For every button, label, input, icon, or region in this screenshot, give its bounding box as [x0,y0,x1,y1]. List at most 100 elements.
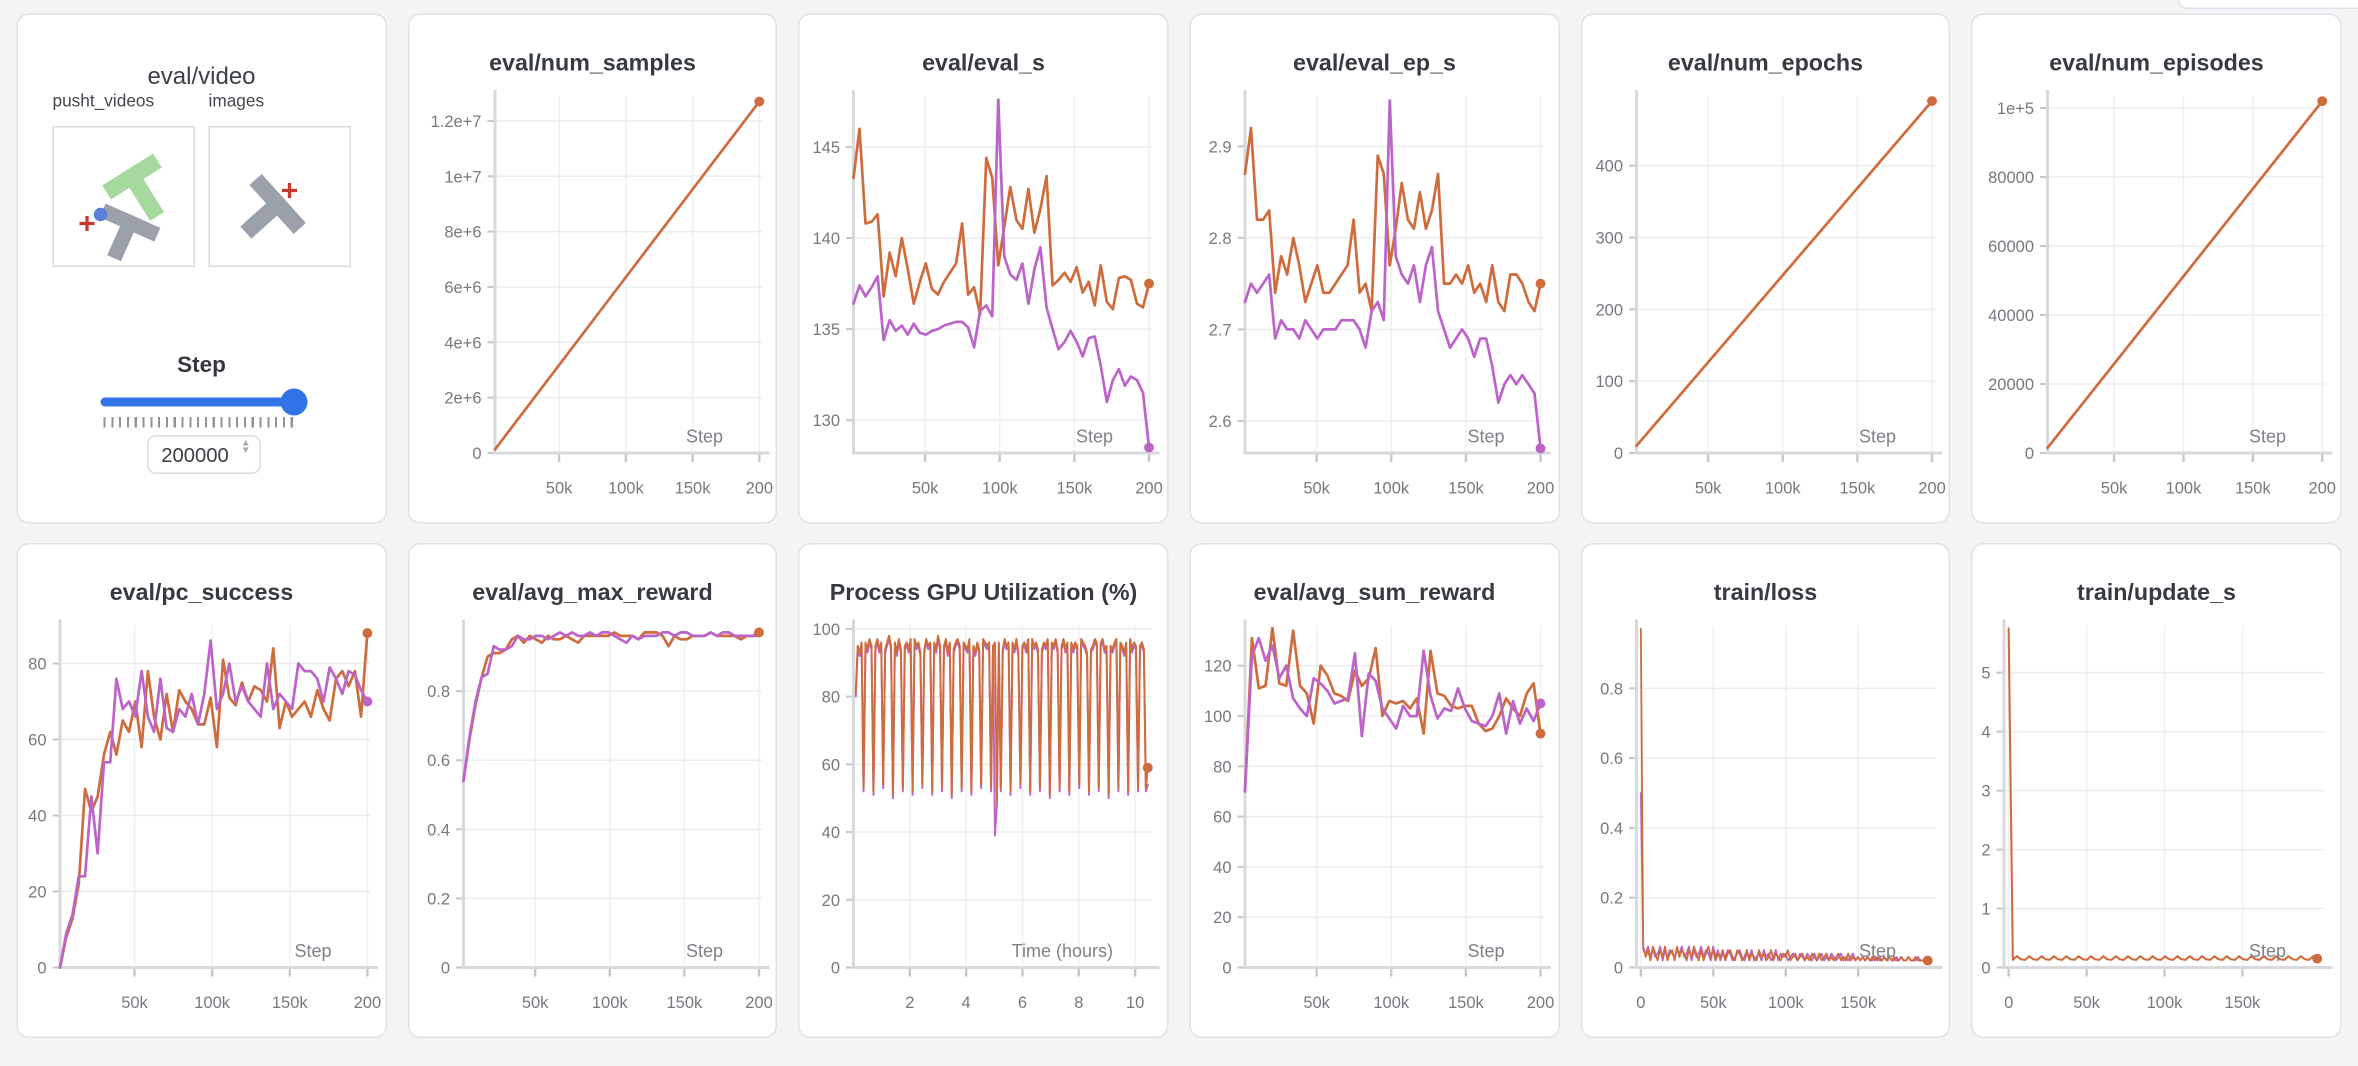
svg-text:10: 10 [1126,994,1144,1012]
images-caption: images [208,93,265,111]
svg-text:100k: 100k [194,994,231,1012]
svg-text:50k: 50k [2074,994,2101,1012]
series-line-orange [852,127,1151,316]
chart-panel-eval-eval-ep-s[interactable]: eval/eval_ep_s 50k 100k 150k 200 2.6 2.7 2.8 2.9… [1189,13,1560,524]
svg-text:100k: 100k [591,994,628,1012]
x-axis-label: Step [1858,941,1895,961]
chart-title: train/update_s [2077,580,2236,607]
series-end-dot-purple [1144,442,1155,453]
svg-text:100: 100 [1204,708,1232,726]
svg-text:2.9: 2.9 [1209,138,1232,156]
chart-panel-eval-num-epochs[interactable]: eval/num_epochs 50k 100k 150k 200 0 100 200 300 4… [1580,13,1951,524]
chart-panel-train-loss[interactable]: train/loss 0 50k 100k 150k 0 0.2 0.4 0.6 0.8 Step [1580,543,1951,1038]
chart-panel-eval-avg-max-reward[interactable]: eval/avg_max_reward 50k 100k 150k 200 0 0.2 0.4… [407,543,778,1038]
svg-text:100k: 100k [1767,994,1804,1012]
chart-plot-train-update-s: 0 50k 100k 150k 0 1 2 3 4 5 Step [1982,619,2333,1012]
series-end-dot-orange [2317,96,2328,107]
panel-grid: eval/video pusht_videos images [16,13,2342,1038]
step-input[interactable] [147,435,261,474]
chart-title: eval/eval_ep_s [1293,51,1456,77]
svg-text:50k: 50k [1699,994,1726,1012]
svg-text:40: 40 [822,824,840,842]
svg-text:150k: 150k [666,994,703,1012]
slider-knob[interactable] [280,388,308,416]
slider-track[interactable] [100,397,302,407]
chart-plot-eval-num-episodes: 50k 100k 150k 200 0 20000 40000 60000 80000 1e+5 S… [1989,90,2337,498]
svg-text:0.4: 0.4 [1600,820,1623,838]
series-line-purple [461,631,760,783]
svg-text:200: 200 [1918,480,1946,498]
svg-text:150k: 150k [272,994,309,1012]
svg-text:200: 200 [2309,480,2337,498]
chart-plot-eval-num-epochs: 50k 100k 150k 200 0 100 200 300 400 Step [1595,90,1946,498]
svg-text:2: 2 [1982,842,1991,860]
svg-text:40: 40 [1213,859,1231,877]
chart-plot-train-loss: 0 50k 100k 150k 0 0.2 0.4 0.6 0.8 Step [1600,619,1942,1012]
series-end-dot-orange [362,628,373,639]
series-end-dot-orange [1143,762,1154,773]
svg-text:2.8: 2.8 [1209,230,1232,248]
series-end-dot-purple [1535,443,1546,454]
svg-text:0: 0 [831,960,840,978]
svg-text:2.6: 2.6 [1209,413,1232,431]
chart-plot-eval-avg-sum-reward: 50k 100k 150k 200 0 20 40 60 80 100 120 Step [1204,619,1555,1012]
svg-text:4: 4 [1982,724,1991,742]
x-axis-label: Step [2249,427,2286,447]
chart-title: eval/num_episodes [2049,51,2264,77]
svg-text:80: 80 [822,689,840,707]
series-line-orange [1634,99,1933,448]
series-line-orange [1243,126,1542,313]
chart-panel-train-update-s[interactable]: train/update_s 0 50k 100k 150k 0 1 2 3 4 5 Step [1971,543,2342,1038]
series-line-orange [461,631,760,783]
svg-text:135: 135 [813,321,841,339]
svg-text:200: 200 [1527,994,1555,1012]
svg-text:6e+6: 6e+6 [444,279,481,297]
svg-text:3: 3 [1982,783,1991,801]
chart-panel-eval-pc-success[interactable]: eval/pc_success 50k 100k 150k 200 0 20 40 60 80 St… [16,543,387,1038]
chart-panel-process-gpu-utilization[interactable]: Process GPU Utilization (%) 2 4 6 8 10 0 20 40 60… [798,543,1169,1038]
chart-title: eval/num_samples [489,51,696,77]
chart-panel-eval-avg-sum-reward[interactable]: eval/avg_sum_reward 50k 100k 150k 200 0 20 40 60… [1189,543,1560,1038]
svg-text:0: 0 [472,445,481,463]
chart-panel-eval-num-episodes[interactable]: eval/num_episodes 50k 100k 150k 200 0 20000 400… [1971,13,2342,524]
svg-text:0.2: 0.2 [427,890,450,908]
svg-text:80000: 80000 [1989,169,2035,187]
chart-panel-eval-num-samples[interactable]: eval/num_samples 50k 100k 150k 200 0 2e+6 4e+6 6… [407,13,778,524]
chart-plot-eval-pc-success: 50k 100k 150k 200 0 20 40 60 80 Step [28,619,381,1012]
chart-panel-eval-eval-s[interactable]: eval/eval_s 50k 100k 150k 200 130 135 140 145 Ste… [798,13,1169,524]
chart-plot-eval-num-samples: 50k 100k 150k 200 0 2e+6 4e+6 6e+6 8e+6 1e+7 1.2e+… [430,90,773,498]
svg-text:50k: 50k [1303,480,1330,498]
series-line-orange [2046,99,2325,450]
series-line-orange [1639,628,1929,965]
svg-text:0.6: 0.6 [1600,750,1623,768]
svg-text:1.2e+7: 1.2e+7 [430,113,481,131]
x-axis-label: Step [685,941,722,961]
svg-text:100k: 100k [2147,994,2184,1012]
svg-text:100: 100 [1595,373,1623,391]
series-line-orange [1243,626,1542,793]
series-end-dot-purple [362,696,373,707]
svg-text:0: 0 [2025,445,2034,463]
svg-text:80: 80 [1213,758,1231,776]
svg-text:150k: 150k [674,480,711,498]
series-line-purple [1639,792,1929,962]
step-slider[interactable] [100,388,308,416]
svg-text:1e+7: 1e+7 [444,168,481,186]
series-end-dot-orange [753,96,764,107]
svg-text:20: 20 [822,892,840,910]
svg-text:130: 130 [813,412,841,430]
agent-dot [93,207,108,222]
svg-text:2.7: 2.7 [1209,321,1232,339]
svg-text:0: 0 [1222,960,1231,978]
svg-text:0.6: 0.6 [427,752,450,770]
videos-caption: pusht_videos [52,93,155,111]
images-thumbnail[interactable] [208,126,351,267]
x-axis-label: Step [1076,427,1113,447]
svg-text:0: 0 [1613,445,1622,463]
svg-text:200: 200 [1527,480,1555,498]
series-end-dot-orange [2312,953,2323,964]
svg-text:60000: 60000 [1989,238,2035,256]
pusht-video-thumbnail[interactable] [52,126,195,267]
